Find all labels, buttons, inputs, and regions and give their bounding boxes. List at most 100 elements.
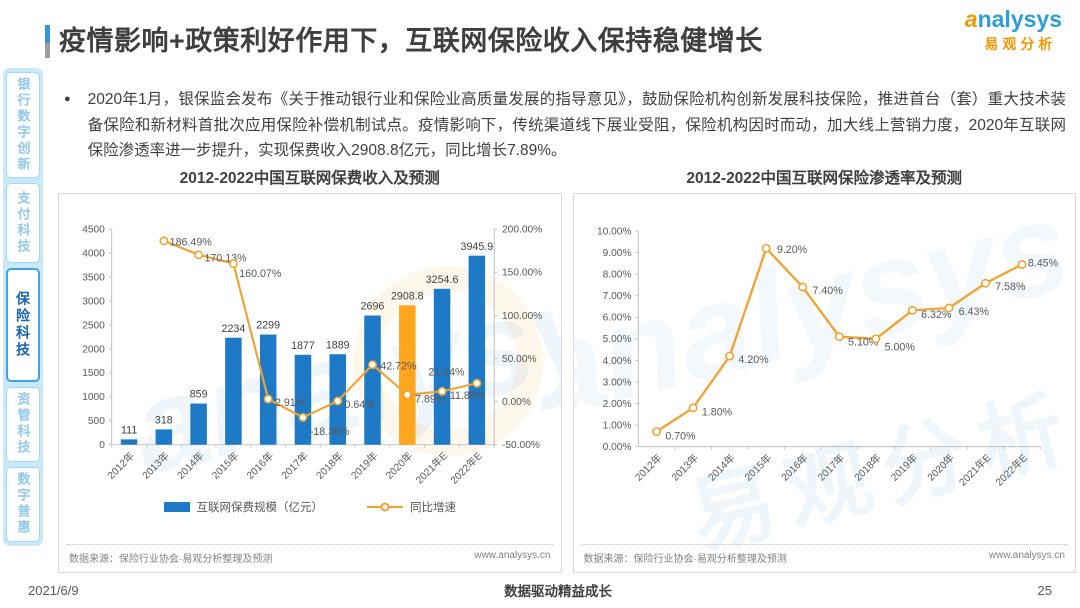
premium-combo-chart: 0 500 1000 1500 2000 2500 3000 3500 4000 4500 -50.… — [82, 225, 542, 487]
point-2012年 — [651, 427, 661, 437]
point-label-2014年: 4.20% — [738, 354, 769, 366]
point-label-2019年: 6.32% — [921, 309, 952, 321]
sidebar-item-digital-inclusion[interactable]: 数字普惠 — [6, 466, 40, 542]
legend-item-line: 同比增速 — [367, 499, 456, 515]
bar-label-2013年: 318 — [155, 415, 173, 427]
sidebar-item-label: 银行数字创新 — [15, 76, 31, 173]
x-tick-label: 2013年 — [668, 451, 700, 483]
y-tick-label: 0 — [99, 440, 105, 451]
y-tick-label: 8.00% — [602, 270, 631, 281]
point-2018年 — [870, 334, 880, 344]
x-tick-label: 2022年E — [448, 449, 485, 486]
bar-2016年 — [259, 334, 277, 445]
y2-tick-label: 50.00% — [502, 354, 537, 365]
bar-2014年 — [190, 403, 207, 445]
bar-label-2022年E: 3945.9 — [461, 241, 494, 253]
logo-wordmark: analysys — [964, 6, 1062, 32]
bar-2022年E — [468, 255, 486, 445]
sidebar-item-payment-tech[interactable]: 支付科技 — [6, 182, 40, 264]
point-label-2012年: 0.70% — [665, 430, 696, 442]
x-tick-label: 2012年 — [105, 449, 137, 481]
point-label-2020年: 6.43% — [958, 306, 989, 318]
bar-2021年E — [433, 288, 451, 445]
x-tick-label: 2021年E — [413, 449, 450, 486]
y-tick-label: 2.00% — [602, 399, 631, 410]
point-label-2021年E: 11.89% — [450, 390, 486, 402]
bar-2015年 — [225, 337, 242, 445]
footer-date: 2021/6/9 — [28, 582, 79, 598]
title-accent-bar — [45, 25, 50, 58]
point-2022年E — [1017, 260, 1026, 269]
bar-label-2017年: 1877 — [291, 340, 315, 352]
premium-chart-panel: analysys 0 500 1000 1500 2000 2500 3000 3500 400… — [58, 193, 562, 573]
penetration-chart-panel: analysys 易观分析 0.00% 1.00% 2.00% 3.00% 4.00% 5… — [572, 193, 1076, 573]
point-label-2018年: 5.00% — [884, 342, 915, 354]
x-tick-label: 2016年 — [778, 451, 810, 483]
point-label-2022年E: 8.45% — [1027, 257, 1058, 269]
y-tick-label: 1.00% — [602, 420, 631, 431]
source-row: 数据来源：保险行业协会·易观分析整理及预测 www.analysys.cn — [67, 544, 553, 566]
x-tick-label: 2017年 — [814, 451, 846, 483]
website-url: www.analysys.cn — [474, 550, 551, 561]
x-tick-label: 2015年 — [741, 451, 773, 483]
y2-tick-label: 200.00% — [502, 225, 542, 236]
point-2016年 — [797, 282, 807, 292]
point-label-2019年: 42.72% — [380, 361, 417, 373]
x-tick-label: 2014年 — [174, 449, 206, 481]
legend-item-bars: 互联网保费规模（亿元） — [163, 499, 323, 515]
x-tick-label: 2015年 — [209, 449, 241, 481]
bar-label-2012年: 111 — [121, 425, 137, 437]
point-label-2016年: 7.40% — [812, 285, 843, 297]
y-tick-label: 6.00% — [602, 313, 631, 324]
x-tick-label: 2018年 — [851, 451, 883, 483]
penetration-chart-block: 2012-2022中国互联网保险渗透率及预测 analysys 易观分析 0.0… — [572, 166, 1076, 573]
bar-2019年 — [364, 315, 381, 445]
y-tick-label: 4500 — [82, 225, 105, 236]
point-label-2022年E: 21.24% — [428, 366, 465, 378]
point-label-2013年: 186.49% — [170, 237, 213, 249]
y-tick-label: 3000 — [82, 296, 105, 307]
y-tick-label: 10.00% — [596, 226, 631, 237]
bar-label-2021年E: 3254.6 — [426, 274, 459, 286]
key-point: ● 2020年1月，银保监会发布《关于推动银行业和保险业高质量发展的指导意见》，… — [64, 87, 1066, 164]
bar-legend-swatch — [163, 502, 190, 513]
line-legend-swatch — [367, 502, 403, 512]
point-2021年E — [437, 386, 447, 396]
x-tick-label: 2016年 — [244, 449, 276, 481]
slide-footer: 2021/6/9 数据驱动精益成长 25 — [28, 580, 1052, 600]
penetration-line-chart: 0.00% 1.00% 2.00% 3.00% 4.00% 5.00% 6.00% 7.00%… — [596, 226, 1058, 488]
sidebar-item-banking-digital[interactable]: 银行数字创新 — [6, 72, 40, 178]
page-number: 25 — [1037, 582, 1052, 598]
x-tick-label: 2018年 — [313, 449, 345, 481]
point-2021年E — [980, 278, 990, 288]
x-tick-label: 2019年 — [348, 449, 380, 481]
data-source: 数据来源：保险行业协会·易观分析整理及预测 — [583, 554, 787, 565]
y-tick-label: 500 — [88, 416, 105, 427]
y-tick-label: 9.00% — [602, 248, 631, 259]
point-label-2017年: -18.36% — [310, 426, 350, 438]
section-sidebar: 银行数字创新 支付科技 保险科技 资管科技 数字普惠 — [3, 68, 43, 546]
premium-chart-title: 2012-2022中国互联网保费收入及预测 — [179, 170, 440, 187]
sidebar-item-asset-mgmt-tech[interactable]: 资管科技 — [6, 386, 40, 462]
x-tick-label: 2021年E — [956, 451, 993, 488]
sidebar-item-label: 支付科技 — [15, 191, 31, 256]
sidebar-item-label: 资管科技 — [15, 392, 31, 457]
bar-2012年 — [120, 439, 138, 445]
premium-chart-block: 2012-2022中国互联网保费收入及预测 analysys 0 500 1000 1… — [58, 166, 562, 573]
point-label-2015年: 9.20% — [776, 244, 807, 256]
point-2017年 — [834, 332, 844, 342]
y-tick-label: 5.00% — [602, 334, 631, 345]
y2-tick-label: 0.00% — [502, 397, 531, 408]
charts-area: 2012-2022中国互联网保费收入及预测 analysys 0 500 1000 1… — [58, 166, 1076, 573]
point-2015年 — [761, 243, 771, 253]
y-tick-label: 4.00% — [602, 356, 631, 367]
x-tick-label: 2017年 — [278, 449, 310, 481]
bar-2017年 — [294, 354, 312, 445]
point-2019年 — [907, 305, 917, 315]
point-2016年 — [263, 394, 273, 404]
y-tick-label: 0.00% — [602, 442, 631, 453]
logo-chinese-name: 易观分析 — [984, 36, 1057, 52]
sidebar-item-insurance-tech[interactable]: 保险科技 — [6, 268, 40, 382]
y2-tick-label: 150.00% — [502, 268, 542, 279]
